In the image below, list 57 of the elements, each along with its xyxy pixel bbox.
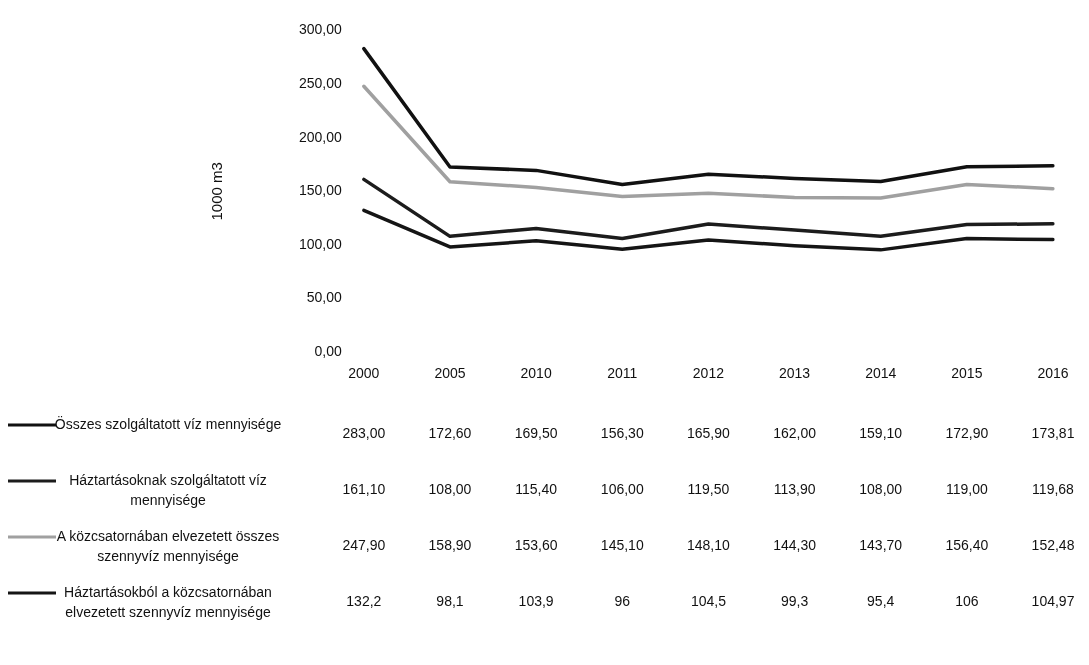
data-label: 156,30 <box>600 424 644 441</box>
data-label: 106 <box>955 592 979 609</box>
data-label: 99,3 <box>780 592 809 609</box>
y-axis-title: 1000 m3 <box>208 162 226 221</box>
data-label: 156,40 <box>945 536 989 553</box>
x-tick-label: 2016 <box>1037 365 1069 382</box>
data-label: 108,00 <box>428 480 472 497</box>
y-tick-label: 200,00 <box>298 128 343 145</box>
y-tick-label: 300,00 <box>298 21 343 38</box>
data-label: 159,10 <box>859 424 903 441</box>
legend-label: Háztartásoknak szolgáltatott víz mennyisége <box>69 471 267 508</box>
data-label: 104,97 <box>1031 592 1075 609</box>
y-tick-label: 150,00 <box>298 182 343 199</box>
y-tick-label: 0,00 <box>314 343 343 360</box>
data-label: 165,90 <box>687 424 731 441</box>
data-label: 119,68 <box>1032 480 1075 497</box>
data-label: 144,30 <box>773 536 817 553</box>
x-tick-label: 2015 <box>951 365 983 382</box>
data-label: 247,90 <box>342 536 386 553</box>
data-label: 108,00 <box>859 480 903 497</box>
data-label: 115,40 <box>515 480 558 497</box>
x-tick-label: 2011 <box>607 365 638 382</box>
data-label: 145,10 <box>600 536 644 553</box>
data-label: 161,10 <box>342 480 386 497</box>
data-label: 95,4 <box>867 592 895 609</box>
data-label: 106,00 <box>600 480 644 497</box>
data-label: 148,10 <box>687 536 731 553</box>
legend-label: Háztartásokból a közcsatornában elvezetett szennyvíz mennyisége <box>64 583 272 620</box>
data-label: 158,90 <box>428 536 472 553</box>
y-tick-label: 50,00 <box>306 289 343 306</box>
data-label: 172,60 <box>428 424 472 441</box>
data-label: 173,81 <box>1031 424 1075 441</box>
data-label: 98,1 <box>436 592 464 609</box>
data-label: 132,2 <box>346 592 382 609</box>
data-label: 153,60 <box>514 536 558 553</box>
data-label: 283,00 <box>342 424 386 441</box>
x-tick-label: 2000 <box>348 365 380 382</box>
data-label: 119,50 <box>687 480 730 497</box>
x-tick-label: 2012 <box>692 365 725 382</box>
x-tick-label: 2013 <box>778 365 811 382</box>
data-label: 104,5 <box>690 592 727 609</box>
x-tick-label: 2005 <box>434 365 466 382</box>
data-label: 103,9 <box>518 592 554 609</box>
data-label: 169,50 <box>514 424 558 441</box>
x-tick-label: 2010 <box>520 365 552 382</box>
data-label: 152,48 <box>1031 536 1075 553</box>
y-tick-label: 250,00 <box>298 74 343 91</box>
legend-label: Összes szolgáltatott víz mennyisége <box>54 414 282 432</box>
data-label: 143,70 <box>859 536 903 553</box>
legend-label: A közcsatornában elvezetett összes szennyvíz mennyisége <box>56 527 280 564</box>
data-label: 119,00 <box>945 480 988 497</box>
data-label: 113,90 <box>773 480 816 497</box>
y-tick-label: 100,00 <box>298 235 343 252</box>
data-label: 162,00 <box>773 424 817 441</box>
x-tick-label: 2014 <box>865 365 897 382</box>
data-label: 172,90 <box>945 424 989 441</box>
data-label: 96 <box>614 592 631 609</box>
